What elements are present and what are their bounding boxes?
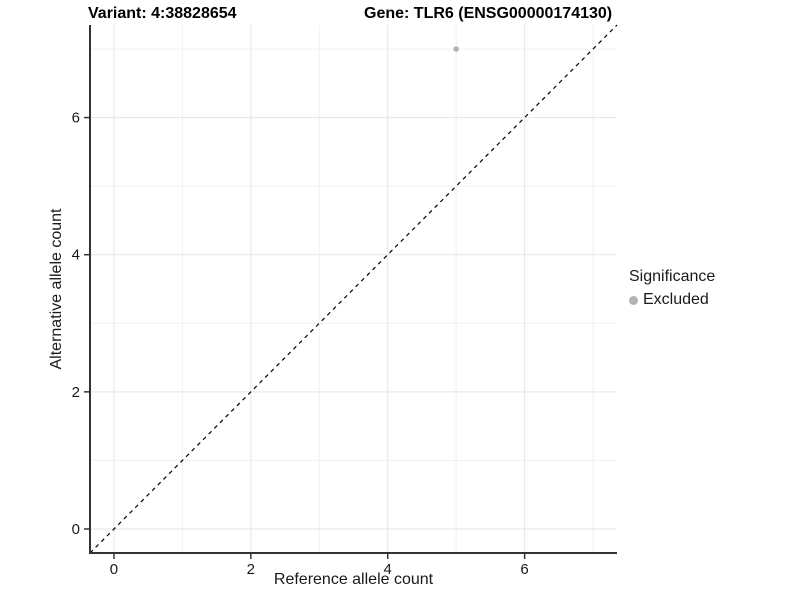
legend-title: Significance [629,268,716,285]
x-axis-title: Reference allele count [273,571,434,588]
gene-title: Gene: TLR6 (ENSG00000174130) [364,5,613,22]
identity-line [89,24,618,554]
legend-entry-excluded: Excluded [629,291,715,309]
x-tick-label: 2 [247,561,255,578]
y-tick-label: 0 [72,521,80,538]
x-tick-label: 0 [110,561,118,578]
y-tick-label: 4 [72,247,80,264]
variant-title: Variant: 4:38828654 [88,5,237,22]
legend: Significance Excluded [629,268,715,309]
excluded-point-icon [629,295,638,305]
y-tick-label: 6 [72,110,80,127]
x-tick-label: 4 [384,561,392,578]
data-point [453,46,459,52]
y-tick-label: 2 [72,384,80,401]
y-axis-title: Alternative allele count [48,208,65,370]
legend-entry-label: Excluded [643,291,709,308]
x-tick-label: 6 [520,561,528,578]
